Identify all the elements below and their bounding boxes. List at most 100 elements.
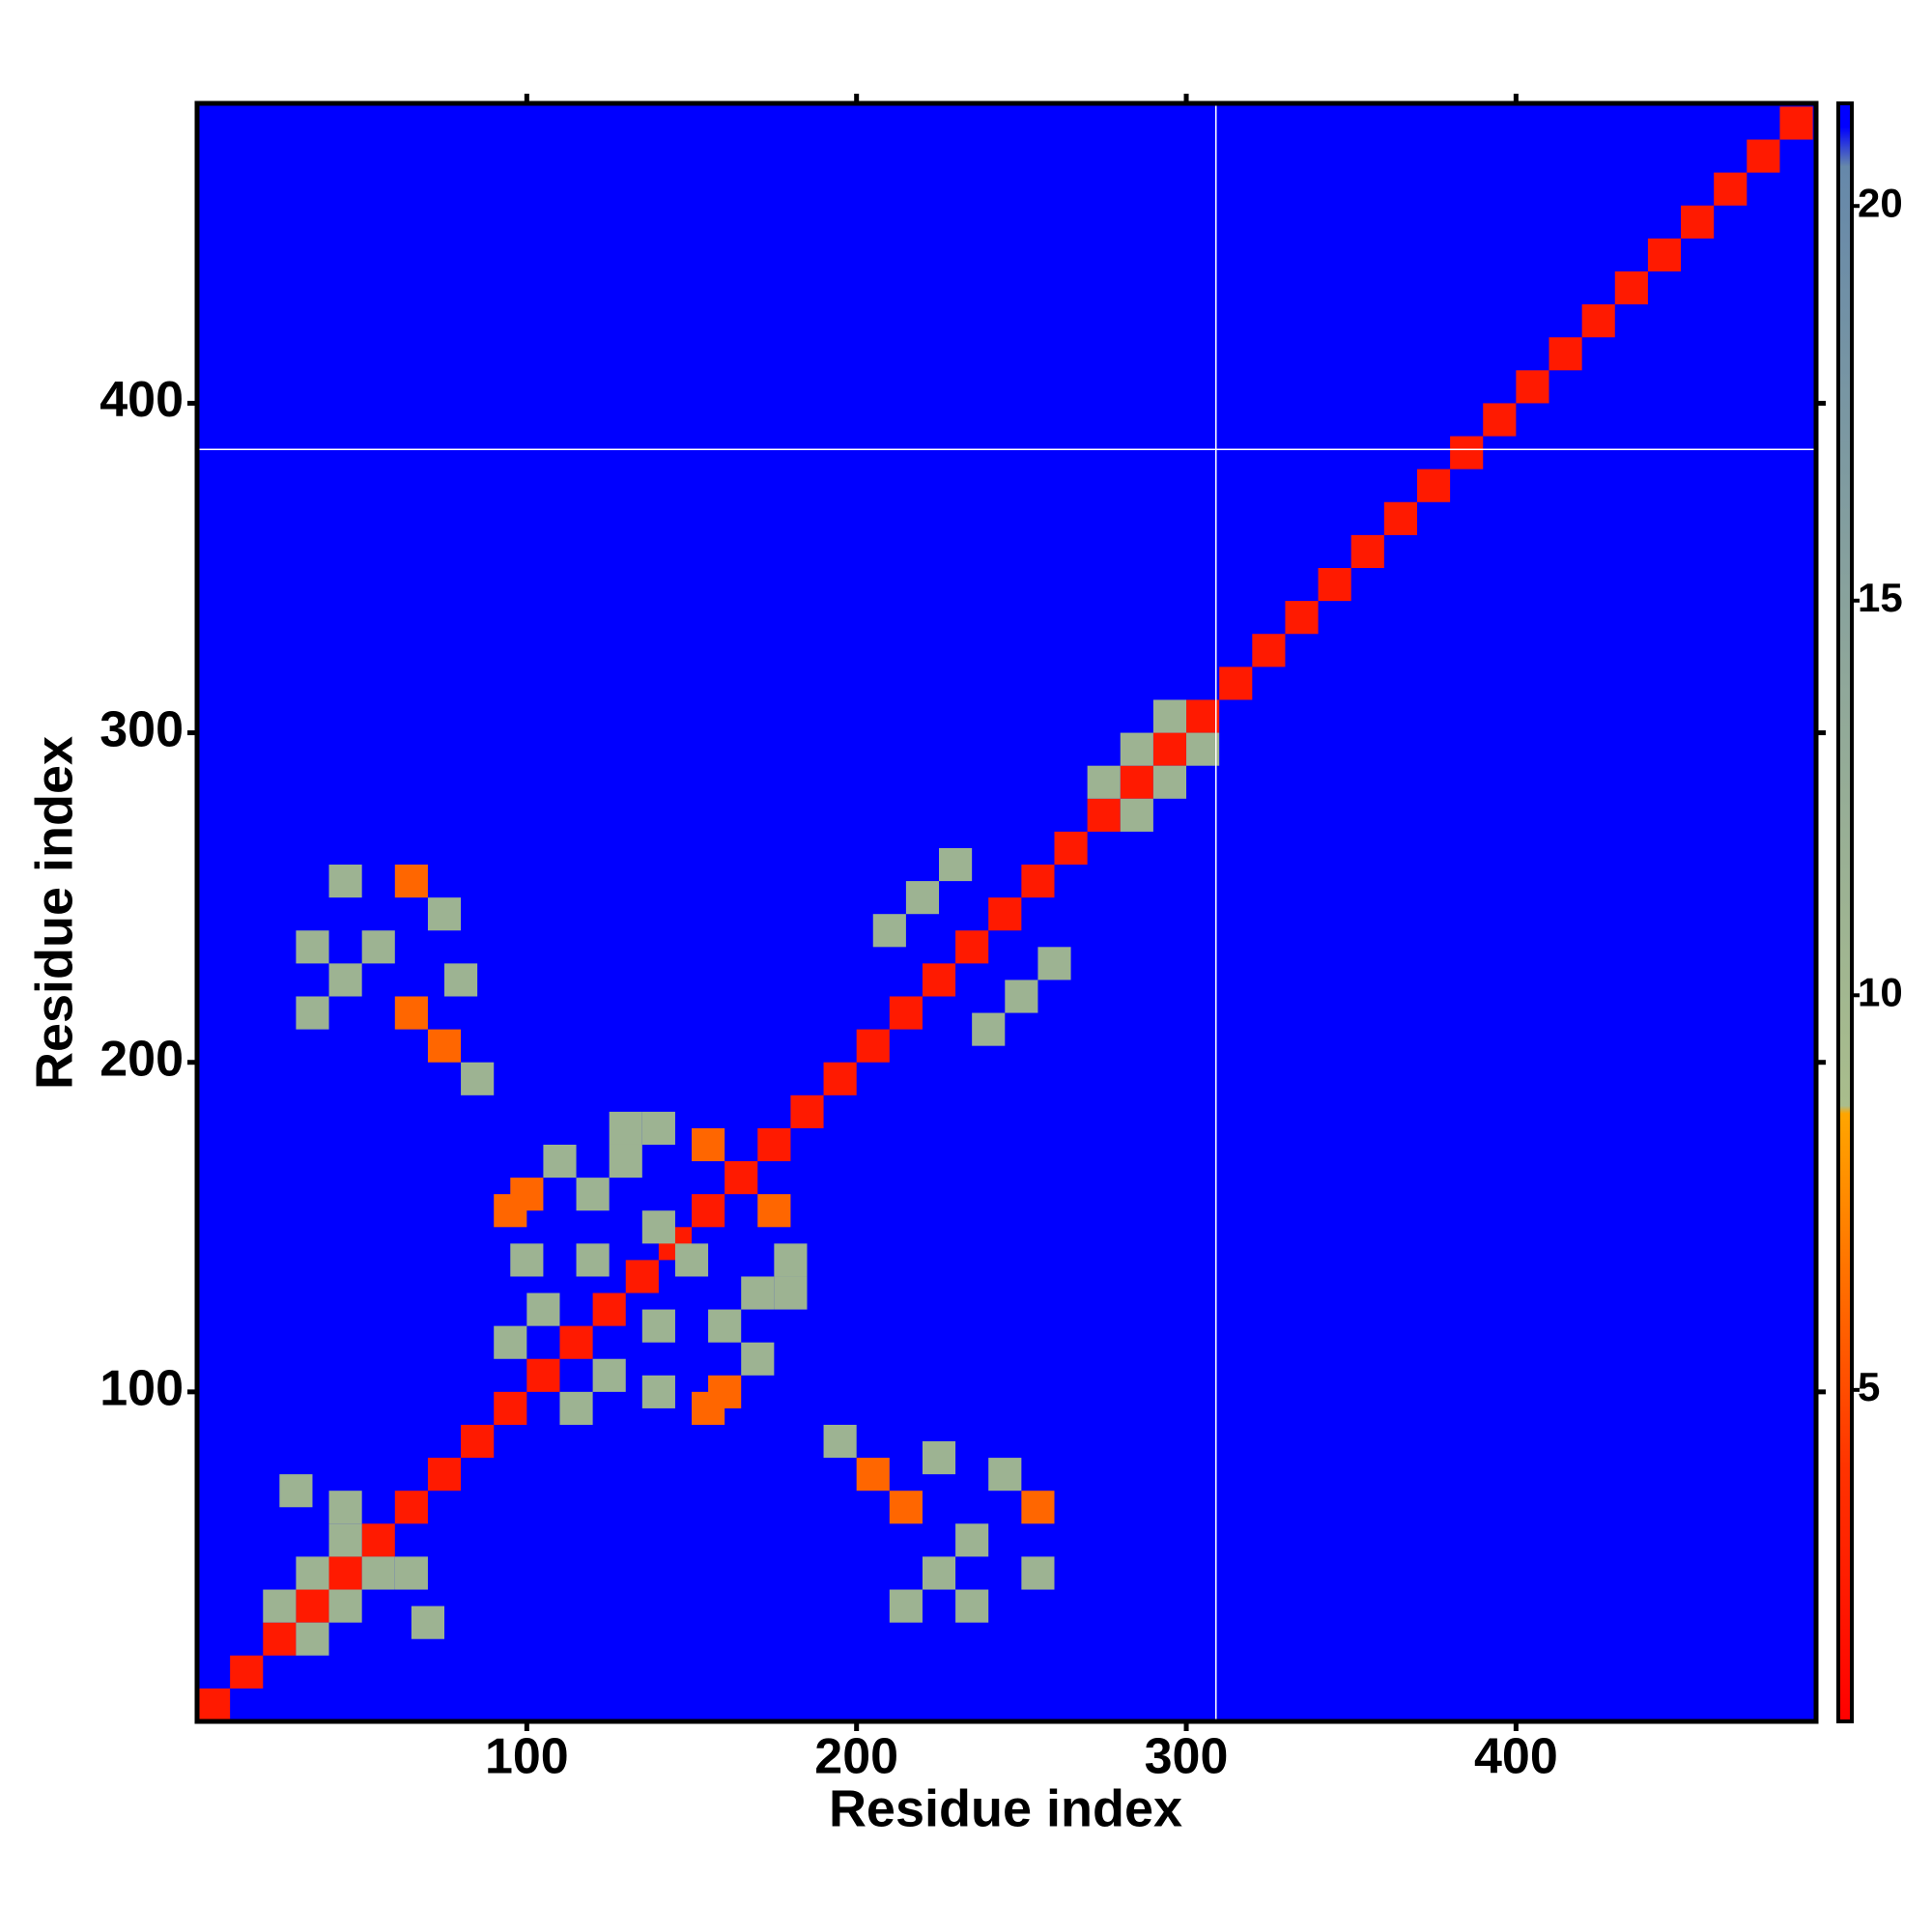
heatmap-cell: [361, 1556, 395, 1590]
y-tick-label: 400: [99, 372, 184, 428]
heatmap-cell: [939, 847, 973, 882]
heatmap-cell: [823, 1424, 857, 1459]
heatmap-cell: [856, 1029, 890, 1063]
x-tick-label: 400: [1474, 1729, 1558, 1785]
heatmap-cell: [427, 897, 462, 931]
heatmap-cell: [559, 1325, 593, 1359]
heatmap-cell: [394, 865, 428, 898]
heatmap-cell: [708, 1309, 742, 1343]
heatmap-cell: [889, 1491, 923, 1524]
heatmap-cell: [526, 1358, 560, 1392]
heatmap-cell: [641, 1210, 675, 1244]
heatmap-cell: [394, 1556, 428, 1590]
heatmap-cell: [1120, 732, 1153, 766]
heatmap-cell: [1318, 567, 1351, 602]
heatmap-cell: [592, 1293, 626, 1326]
x-tick-label: 300: [1145, 1729, 1229, 1785]
heatmap-cell: [1516, 370, 1549, 404]
heatmap-cell: [361, 1523, 395, 1557]
heatmap-cell: [625, 1260, 659, 1293]
heatmap-cell: [263, 1589, 297, 1623]
heatmap-cell: [955, 930, 989, 964]
heatmap-cell: [559, 1391, 593, 1425]
heatmap-cell: [708, 1375, 742, 1408]
heatmap-cell: [1021, 1556, 1055, 1590]
heatmap-cell: [741, 1276, 775, 1310]
y-tick-label: 200: [99, 1031, 184, 1087]
y-tick-label: 300: [99, 701, 184, 757]
heatmap-cell: [230, 1655, 264, 1689]
heatmap-cell: [757, 1127, 791, 1162]
heatmap-cell: [296, 1556, 329, 1590]
heatmap-cell: [328, 1556, 362, 1590]
heatmap-cell: [1747, 139, 1780, 173]
colorbar-tick-label: 15: [1858, 575, 1903, 620]
heatmap-cell: [1483, 403, 1517, 437]
heatmap-cell: [510, 1178, 544, 1211]
heatmap-cell: [1383, 501, 1417, 535]
heatmap-cell: [641, 1111, 675, 1146]
heatmap-cell: [1037, 947, 1071, 980]
heatmap-cell: [494, 1391, 527, 1425]
colorbar-tick-label: 20: [1858, 180, 1903, 225]
colorbar: [1836, 101, 1854, 1723]
heatmap-cell: [296, 1622, 329, 1656]
heatmap-cell: [1252, 634, 1286, 668]
heatmap-cell: [296, 1589, 329, 1623]
heatmap-cell: [1614, 270, 1648, 305]
heatmap-cell: [922, 1441, 956, 1475]
heatmap-cell: [609, 1144, 642, 1179]
heatmap-cell: [1021, 865, 1055, 898]
heatmap-cell: [1581, 304, 1615, 338]
heatmap-cell: [1285, 601, 1319, 635]
heatmap-cell: [1647, 238, 1682, 271]
x-axis-label: Residue index: [829, 1779, 1182, 1837]
heatmap-cell: [1005, 980, 1038, 1013]
heatmap-cell: [494, 1325, 527, 1359]
heatmap-cell: [889, 1589, 923, 1623]
x-tick-label: 100: [485, 1729, 569, 1785]
heatmap-cell: [1152, 732, 1187, 766]
heatmap-cell: [988, 897, 1022, 931]
heatmap-cell: [1714, 172, 1747, 206]
heatmap-cell: [296, 996, 329, 1030]
heatmap-cell: [741, 1342, 775, 1376]
heatmap-cell: [988, 1458, 1022, 1492]
heatmap-cell: [774, 1276, 808, 1310]
heatmap-cell: [394, 996, 428, 1030]
heatmap-cell: [444, 963, 478, 997]
heatmap-cell: [1152, 699, 1187, 733]
heatmap-cell: [1186, 732, 1220, 766]
heatmap-cell: [1021, 1491, 1055, 1524]
heatmap-cell: [1350, 534, 1384, 569]
x-tick-label: 200: [814, 1729, 898, 1785]
heatmap-cell: [1450, 436, 1484, 469]
heatmap-cell: [328, 1589, 362, 1623]
heatmap-cell: [922, 1556, 956, 1590]
heatmap-cell: [1681, 205, 1715, 239]
heatmap-cell: [692, 1127, 725, 1162]
heatmap-cell: [296, 930, 329, 964]
heatmap-cell: [543, 1144, 577, 1179]
heatmap-cell: [922, 963, 956, 997]
heatmap-cell: [1054, 831, 1088, 866]
y-tick-label: 100: [99, 1361, 184, 1417]
heatmap-cell: [905, 881, 940, 915]
heatmap-cell: [461, 1062, 495, 1095]
colorbar-tick-label: 10: [1858, 969, 1903, 1014]
heatmap-cell: [641, 1375, 675, 1408]
heatmap-cell: [394, 1491, 428, 1524]
heatmap-cell: [427, 1458, 462, 1492]
heatmap-cell: [609, 1111, 642, 1146]
heatmap-cell: [1120, 765, 1153, 799]
heatmap-cell: [774, 1243, 808, 1277]
colorbar-tick-label: 5: [1858, 1364, 1880, 1409]
heatmap-cell: [692, 1194, 725, 1228]
heatmap-cell: [1779, 106, 1813, 140]
heatmap-cell: [1548, 337, 1582, 371]
heatmap-cell: [872, 914, 906, 948]
plot-frame: [194, 100, 1819, 1724]
heatmap-cell: [328, 1491, 362, 1524]
heatmap-cell: [856, 1458, 890, 1492]
